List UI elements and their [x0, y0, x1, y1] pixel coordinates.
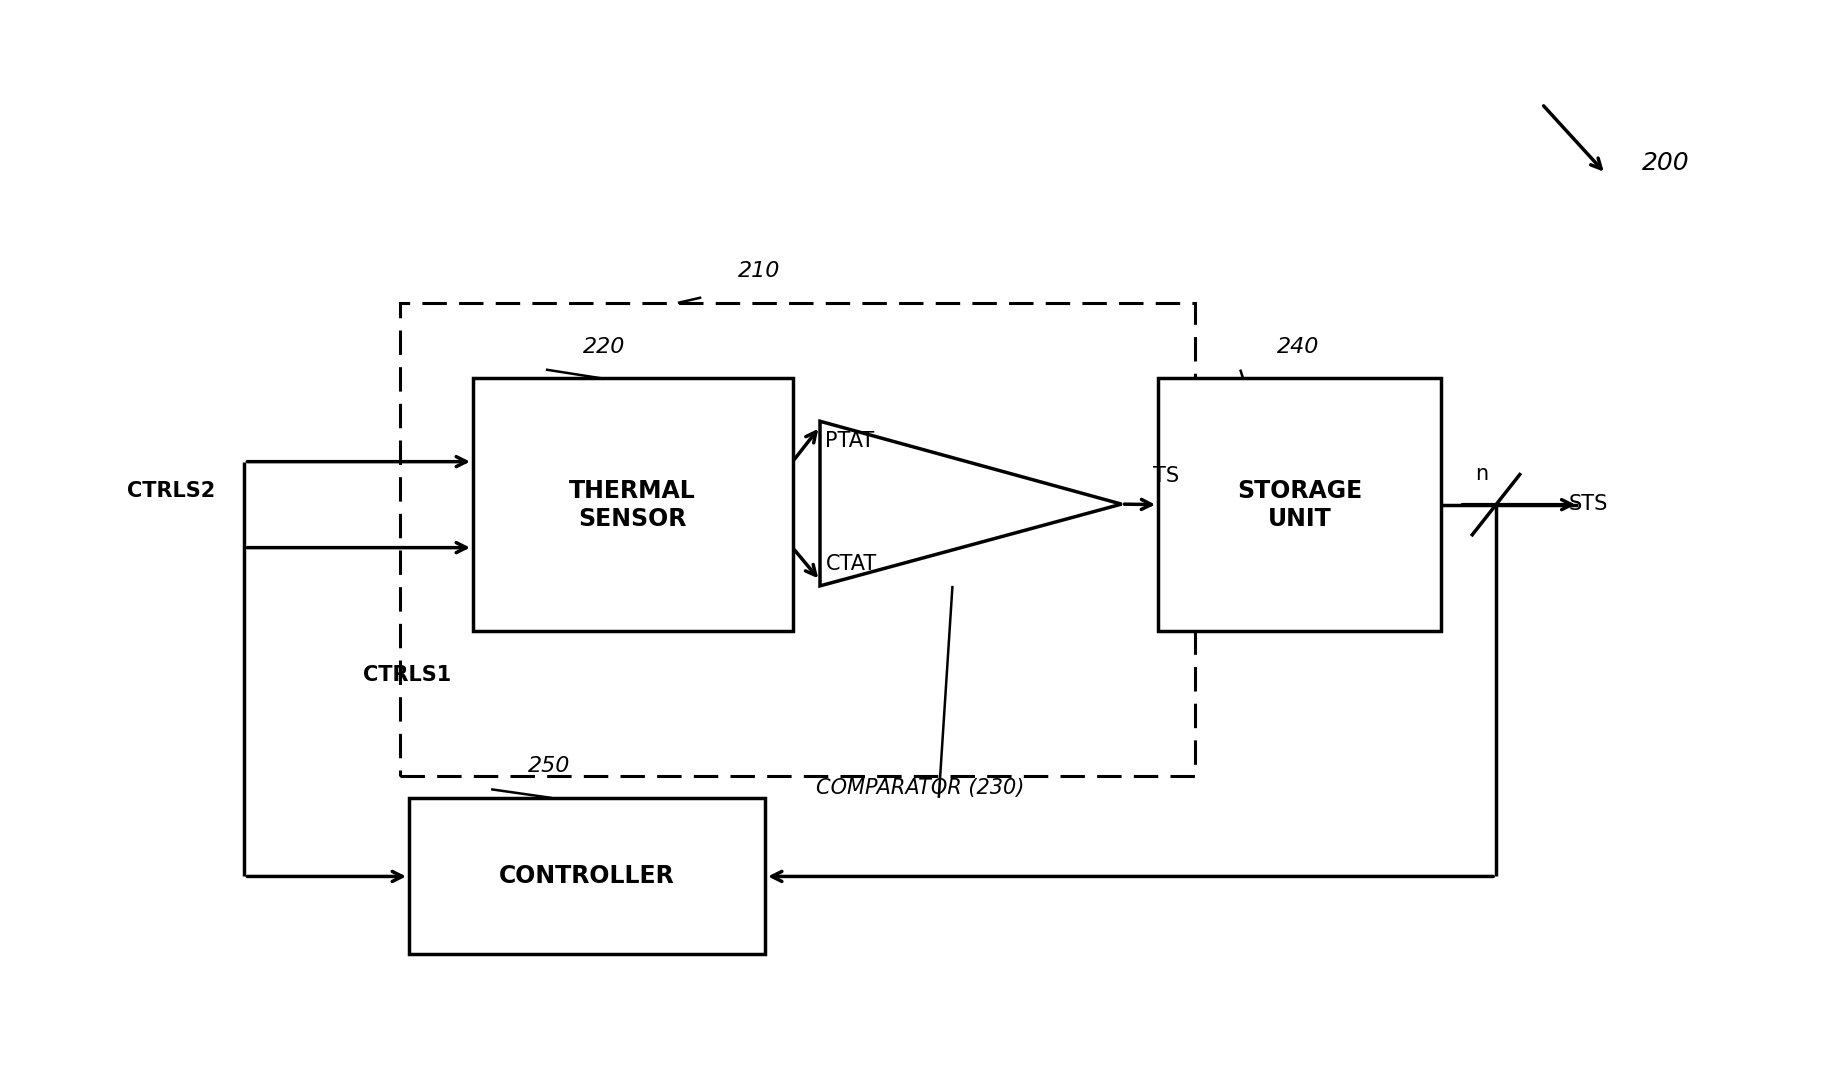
Text: STORAGE
UNIT: STORAGE UNIT — [1237, 479, 1362, 531]
Text: n: n — [1475, 463, 1488, 484]
Text: 200: 200 — [1642, 152, 1690, 175]
Text: THERMAL
SENSOR: THERMAL SENSOR — [569, 479, 696, 531]
Text: PTAT: PTAT — [825, 432, 874, 451]
Bar — [473, 378, 793, 631]
Bar — [1158, 378, 1442, 631]
Text: CTRLS1: CTRLS1 — [363, 665, 451, 685]
Text: STS: STS — [1569, 494, 1609, 514]
Text: 250: 250 — [528, 756, 571, 776]
Text: 240: 240 — [1278, 337, 1320, 356]
Text: 220: 220 — [582, 337, 624, 356]
Bar — [409, 798, 766, 954]
Text: TS: TS — [1152, 465, 1178, 486]
Text: CONTROLLER: CONTROLLER — [499, 864, 676, 888]
Text: CTRLS2: CTRLS2 — [127, 481, 215, 501]
Bar — [399, 303, 1195, 776]
Text: COMPARATOR (230): COMPARATOR (230) — [816, 778, 1025, 798]
Text: 210: 210 — [738, 262, 781, 281]
Text: CTAT: CTAT — [825, 554, 876, 573]
